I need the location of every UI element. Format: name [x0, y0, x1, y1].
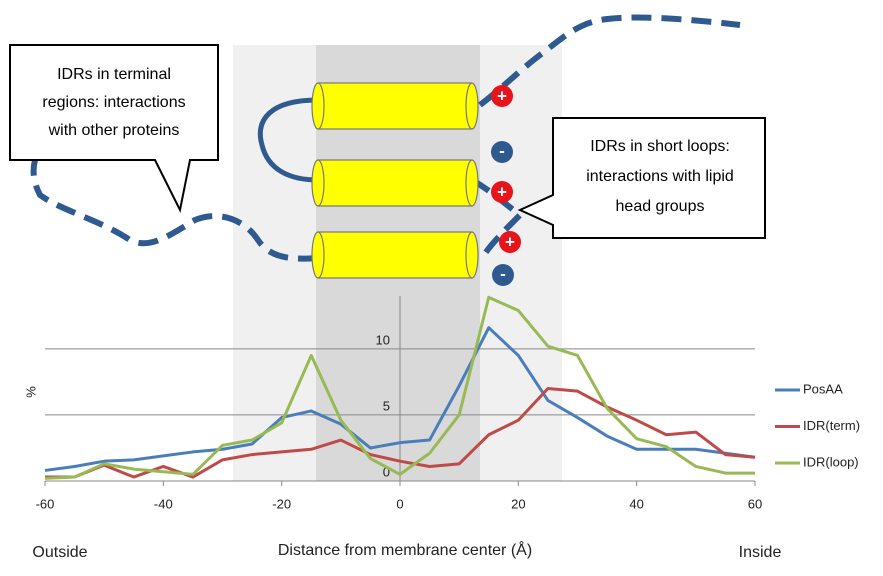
legend-label: IDR(term) — [803, 418, 860, 433]
callout-text: regions: interactions — [42, 94, 185, 111]
x-tick-label: -60 — [36, 496, 55, 511]
x-tick-label: 0 — [396, 496, 403, 511]
legend-label: IDR(loop) — [803, 454, 859, 469]
callout-text: interactions with lipid — [586, 168, 734, 185]
x-axis-label: Distance from membrane center (Å) — [278, 540, 532, 559]
legend-label: PosAA — [803, 381, 843, 396]
y-axis-label: % — [23, 386, 38, 398]
charge-label: + — [497, 182, 507, 201]
callout-text: head groups — [616, 198, 705, 215]
charge-label: + — [497, 86, 507, 105]
callout-text: IDRs in short loops: — [590, 138, 730, 155]
y-tick-label: 5 — [383, 398, 390, 413]
x-tick-label: 20 — [511, 496, 525, 511]
charge-label: + — [505, 232, 515, 251]
charge-label: - — [500, 264, 506, 283]
x-tick-label: -20 — [272, 496, 291, 511]
x-end-label: Outside — [32, 544, 87, 561]
x-tick-label: 40 — [629, 496, 643, 511]
callout-text: with other proteins — [48, 122, 180, 139]
callout-text: IDRs in terminal — [57, 66, 171, 83]
x-tick-label: 60 — [748, 496, 762, 511]
y-tick-label: 10 — [376, 332, 390, 347]
x-tick-label: -40 — [154, 496, 173, 511]
helices — [312, 83, 478, 278]
charge-label: - — [499, 141, 505, 160]
x-end-label: Inside — [739, 544, 782, 561]
figure: IDRs in terminal regions: interactions w… — [0, 0, 883, 576]
